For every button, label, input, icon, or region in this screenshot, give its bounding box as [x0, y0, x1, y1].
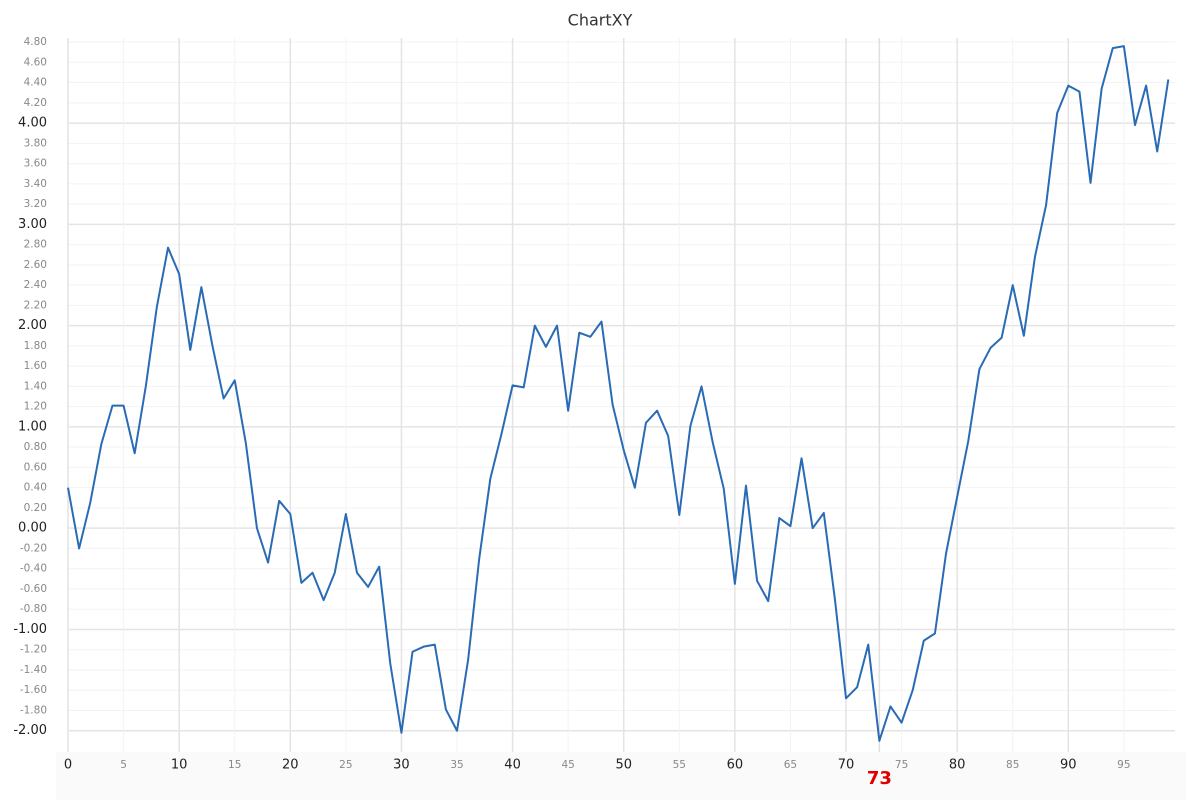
cursor-label: 73: [867, 768, 892, 789]
y-tick-label: 1.60: [24, 360, 47, 372]
x-tick-label: 10: [171, 758, 188, 773]
chart-title: ChartXY: [568, 11, 633, 30]
x-tick-label: 25: [339, 759, 352, 771]
y-tick-label: -1.20: [20, 644, 47, 656]
x-tick-label: 70: [838, 758, 855, 773]
y-tick-label: -1.80: [20, 704, 47, 716]
x-tick-label: 90: [1060, 758, 1077, 773]
y-tick-label: -0.60: [20, 583, 47, 595]
x-tick-label: 15: [228, 759, 241, 771]
y-tick-label: -2.00: [13, 723, 47, 738]
x-tick-label: 40: [504, 758, 521, 773]
y-tick-label: 4.60: [24, 56, 47, 68]
y-tick-label: 4.20: [24, 97, 47, 109]
x-tick-label: 30: [393, 758, 410, 773]
x-tick-label: 80: [949, 758, 966, 773]
y-tick-label: 3.00: [18, 217, 47, 232]
x-tick-label: 20: [282, 758, 299, 773]
x-tick-label: 60: [727, 758, 744, 773]
y-tick-label: 4.00: [18, 116, 47, 131]
y-tick-label: -0.80: [20, 603, 47, 615]
y-tick-label: 2.00: [18, 318, 47, 333]
x-tick-label: 0: [64, 758, 72, 773]
y-tick-label: 2.80: [24, 239, 47, 251]
y-tick-label: 3.40: [24, 178, 47, 190]
y-tick-label: 2.20: [24, 299, 47, 311]
x-tick-label: 65: [784, 759, 797, 771]
y-tick-label: 3.20: [24, 198, 47, 210]
x-tick-label: 55: [673, 759, 686, 771]
y-tick-label: 4.80: [24, 36, 47, 48]
y-tick-label: -1.40: [20, 664, 47, 676]
x-tick-label: 75: [895, 759, 908, 771]
y-tick-label: -1.60: [20, 684, 47, 696]
y-tick-label: 3.60: [24, 158, 47, 170]
y-tick-label: 0.60: [24, 461, 47, 473]
y-tick-label: 1.80: [24, 340, 47, 352]
y-tick-label: 0.40: [24, 482, 47, 494]
y-tick-label: -0.20: [20, 542, 47, 554]
y-tick-label: 1.20: [24, 401, 47, 413]
x-tick-label: 85: [1006, 759, 1019, 771]
y-tick-label: 2.60: [24, 259, 47, 271]
y-tick-label: 2.40: [24, 279, 47, 291]
data-line: [67, 45, 1170, 742]
y-tick-label: 3.80: [24, 137, 47, 149]
y-tick-label: -1.00: [13, 622, 47, 637]
x-tick-label: 45: [561, 759, 574, 771]
x-tick-label: 95: [1117, 759, 1130, 771]
y-tick-label: 1.40: [24, 380, 47, 392]
y-tick-label: 0.00: [18, 521, 47, 536]
y-tick-label: -0.40: [20, 563, 47, 575]
x-tick-label: 5: [120, 759, 127, 771]
x-tick-label: 35: [450, 759, 463, 771]
x-tick-label: 50: [615, 758, 632, 773]
y-tick-label: 0.80: [24, 441, 47, 453]
y-tick-label: 1.00: [18, 419, 47, 434]
y-tick-label: 4.40: [24, 77, 47, 89]
y-tick-label: 0.20: [24, 502, 47, 514]
x-axis-area: [56, 752, 1186, 800]
